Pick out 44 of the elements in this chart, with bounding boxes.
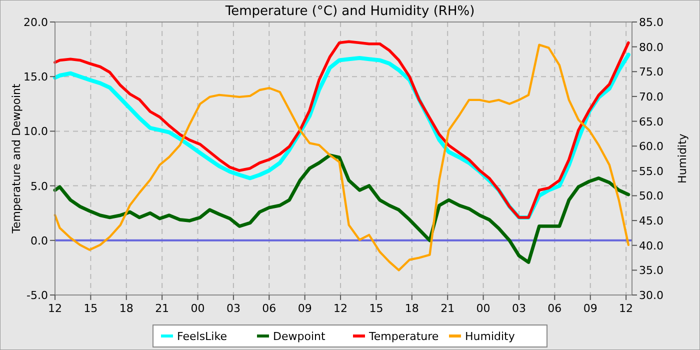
chart-title: Temperature (°C) and Humidity (RH%) xyxy=(224,4,475,19)
legend-label: Temperature xyxy=(368,330,439,343)
y2-tick-label: 45.0 xyxy=(639,214,664,228)
x-tick-label: 00 xyxy=(476,302,490,315)
y2-tick-label: 30.0 xyxy=(639,289,664,302)
x-tick-label: 15 xyxy=(84,302,98,315)
legend-label: FeelsLike xyxy=(177,330,228,343)
x-tick-label: 12 xyxy=(619,302,634,315)
y-tick-label: 0.0 xyxy=(30,234,48,248)
x-tick-label: 03 xyxy=(512,302,526,315)
x-tick-label: 21 xyxy=(155,302,170,315)
x-tick-label: 12 xyxy=(334,302,348,315)
line-series xyxy=(54,44,630,272)
y2-tick-label: 60.0 xyxy=(639,140,664,154)
x-tick-label: 09 xyxy=(583,302,598,315)
x-tick-label: 18 xyxy=(119,302,134,315)
y2-tick-label: 85.0 xyxy=(639,16,664,29)
x-tick-label: 09 xyxy=(298,302,312,315)
x-tick-label: 21 xyxy=(440,302,455,315)
y2-tick-label: 35.0 xyxy=(639,264,664,278)
y-tick-label: 20.0 xyxy=(24,16,48,29)
legend-label: Dewpoint xyxy=(273,330,326,343)
y-tick-label: -5.0 xyxy=(26,289,48,302)
y-tick-label: 15.0 xyxy=(24,70,48,84)
y2-tick-label: 70.0 xyxy=(639,90,664,104)
y2-tick-label: 80.0 xyxy=(639,40,664,54)
legend-label: Humidity xyxy=(465,330,516,343)
y-tick-label: 5.0 xyxy=(30,180,48,193)
x-tick-label: 15 xyxy=(369,302,384,315)
y2-tick-label: 65.0 xyxy=(639,115,664,128)
y-axis-title: Temperature and Dewpoint xyxy=(10,82,23,234)
x-tick-label: 06 xyxy=(262,302,276,315)
y2-tick-label: 55.0 xyxy=(639,164,664,178)
y2-tick-label: 75.0 xyxy=(639,66,664,79)
y2-tick-label: 50.0 xyxy=(639,190,664,203)
x-tick-label: 06 xyxy=(548,302,562,315)
y2-tick-label: 40.0 xyxy=(639,239,664,252)
x-tick-label: 18 xyxy=(404,302,419,315)
line-series xyxy=(53,154,630,264)
x-tick-label: 03 xyxy=(226,302,240,315)
x-tick-label: 12 xyxy=(48,302,62,315)
y-tick-label: 10.0 xyxy=(24,125,48,138)
y2-axis-title: Humidity xyxy=(676,133,689,184)
x-tick-label: 00 xyxy=(190,302,205,315)
